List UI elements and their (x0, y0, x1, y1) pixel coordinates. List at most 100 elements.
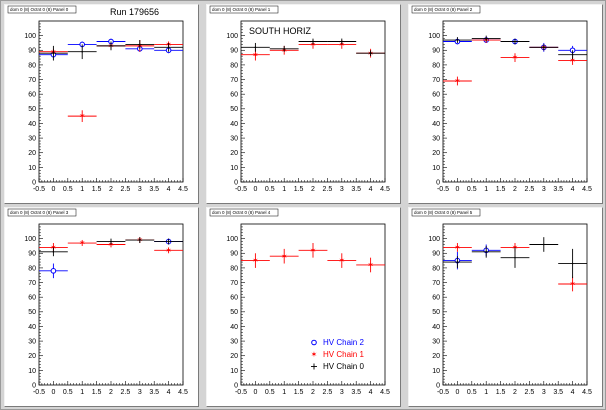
y-tick-label: 80 (28, 62, 36, 69)
x-tick-label: 4 (571, 389, 575, 396)
pad-title-box (411, 5, 481, 14)
pad-6: dom 0 (8) Octnt 0 (8) Panel 5 0 10 20 30 40 50… (408, 207, 603, 407)
series-hv-chain-0 (39, 40, 183, 61)
plot-frame (442, 20, 588, 183)
y-tick-label: 50 (230, 106, 238, 113)
y-tick-label: 50 (230, 309, 238, 316)
x-tick-label: 3 (340, 389, 344, 396)
plot-2: dom 0 (8) Octnt 0 (8) Panel 101020304050… (209, 5, 390, 193)
x-tick-label: 1 (282, 389, 286, 396)
y-tick-label: 40 (28, 324, 36, 331)
x-tick-label: 2.5 (525, 389, 535, 396)
x-tick-label: 0.5 (63, 389, 73, 396)
x-tick-label: 1 (80, 389, 84, 396)
data-point: ✶ (79, 239, 86, 248)
data-point: ✶ (108, 240, 115, 249)
x-tick-label: 3.5 (553, 389, 563, 396)
y-tick-label: 70 (230, 77, 238, 84)
series-hv-chain-0 (443, 35, 587, 60)
y-tick-label: 60 (230, 295, 238, 302)
y-tick-label: 10 (230, 368, 238, 375)
y-tick-label: 0 (32, 382, 36, 389)
y-tick-label: 30 (432, 338, 440, 345)
y-tick-label: 50 (28, 106, 36, 113)
x-tick-label: 2 (513, 186, 517, 193)
plot-5: dom 0 (8) Octnt 0 (8) Panel 401020304050… (209, 208, 390, 396)
x-tick-label: 1.5 (92, 186, 102, 193)
y-tick-label: 40 (432, 121, 440, 128)
x-tick-label: 1 (484, 186, 488, 193)
data-point: ✶ (310, 246, 317, 255)
data-point (283, 48, 285, 50)
y-tick-label: 90 (432, 251, 440, 258)
data-point (52, 251, 55, 253)
legend-label: HV Chain 2 (323, 338, 364, 347)
x-tick-label: 2.5 (323, 389, 333, 396)
y-tick-label: 30 (28, 135, 36, 142)
series-hv-chain-1: ✶✶✶✶✶ (241, 243, 385, 273)
x-tick-label: 4 (571, 186, 575, 193)
y-tick-label: 30 (28, 338, 36, 345)
x-tick-label: -0.5 (235, 186, 247, 193)
pad-1: dom 0 (8) Octnt 0 (8) Panel 0 0 10 20 30 40 50… (4, 4, 199, 204)
x-tick-label: 1.5 (294, 389, 304, 396)
plot-1: dom 0 (8) Octnt 0 (8) Panel 001020304050… (7, 5, 188, 193)
data-point: ✶ (252, 256, 259, 265)
x-tick-label: 2 (109, 186, 113, 193)
x-tick-label: 3 (542, 389, 546, 396)
data-point: ✶ (252, 50, 259, 59)
data-point (571, 53, 574, 56)
y-tick-label: 10 (28, 165, 36, 172)
x-tick-label: 0 (455, 186, 459, 193)
y-tick-label: 100 (24, 236, 36, 243)
x-tick-label: 1 (484, 389, 488, 396)
y-tick-label: 20 (432, 353, 440, 360)
data-point (543, 46, 545, 49)
y-tick-label: 50 (432, 309, 440, 316)
x-tick-label: 1.5 (496, 389, 506, 396)
x-tick-label: 0 (253, 186, 257, 193)
data-point: ✶ (310, 40, 317, 49)
y-tick-label: 0 (234, 179, 238, 186)
y-tick-label: 20 (28, 353, 36, 360)
x-tick-label: 4 (369, 186, 373, 193)
pad-title-box (411, 208, 481, 217)
y-tick-label: 70 (28, 280, 36, 287)
y-tick-label: 60 (432, 295, 440, 302)
pad-title-box (7, 5, 77, 14)
x-tick-label: 2 (513, 389, 517, 396)
x-tick-label: 0 (455, 389, 459, 396)
x-tick-label: 3 (542, 186, 546, 193)
y-tick-label: 40 (230, 121, 238, 128)
x-tick-label: 2.5 (121, 389, 131, 396)
data-point: ✶ (454, 243, 461, 252)
x-tick-label: 4 (167, 186, 171, 193)
y-tick-label: 100 (428, 236, 440, 243)
y-tick-label: 60 (230, 92, 238, 99)
data-point (543, 243, 545, 246)
x-tick-label: 3 (138, 186, 142, 193)
pad-4: dom 0 (8) Octnt 0 (8) Panel 3 0 10 20 30 40 50… (4, 207, 199, 407)
pad-title: dom 0 (8) Octnt 0 (8) Panel 4 (212, 210, 271, 215)
y-tick-label: 90 (28, 48, 36, 55)
y-tick-label: 90 (432, 48, 440, 55)
data-point: ✶ (569, 280, 576, 289)
y-tick-label: 80 (230, 62, 238, 69)
x-tick-label: 4.5 (178, 186, 188, 193)
data-point (485, 251, 487, 253)
y-tick-label: 10 (432, 368, 440, 375)
legend-marker: ✶ (311, 350, 318, 359)
x-tick-label: 2 (311, 389, 315, 396)
series-hv-chain-0 (443, 237, 587, 279)
data-point: ✶ (165, 246, 172, 255)
y-tick-label: 70 (28, 77, 36, 84)
y-tick-label: 90 (230, 48, 238, 55)
legend-marker (311, 339, 317, 346)
pad-5: dom 0 (8) Octnt 0 (8) Panel 4 0 10 20 30 40 50… (206, 207, 401, 407)
series-hv-chain-1: ✶✶✶✶✶ (39, 40, 183, 122)
x-tick-label: 4.5 (380, 389, 390, 396)
legend-label: HV Chain 1 (323, 350, 364, 359)
legend-label: HV Chain 0 (323, 362, 364, 371)
pad-title-box (209, 208, 279, 217)
